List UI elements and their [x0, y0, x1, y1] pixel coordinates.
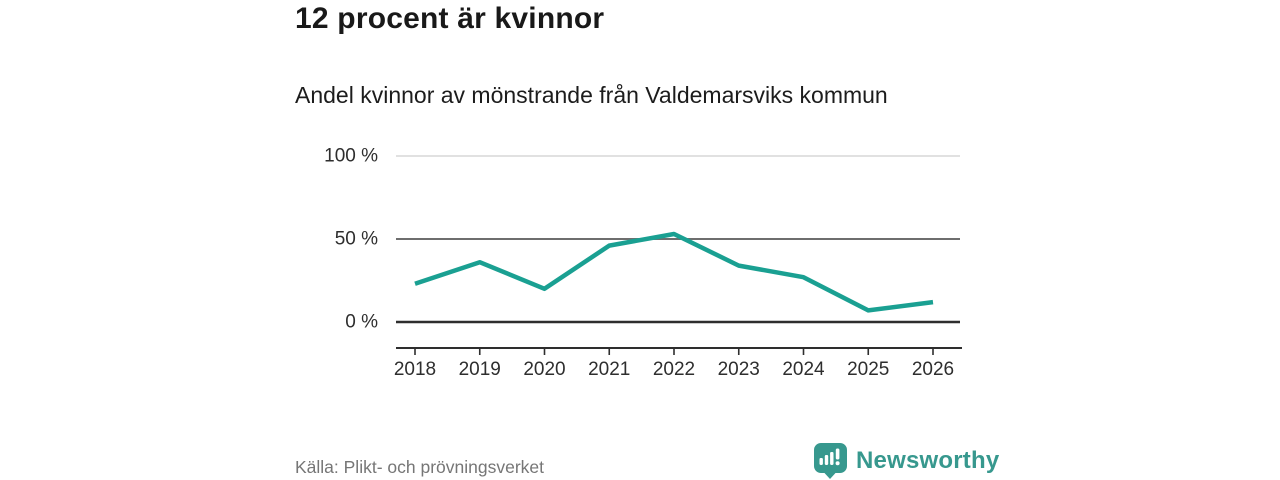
- x-axis-label: 2023: [717, 359, 760, 380]
- x-axis-label: 2018: [393, 359, 437, 380]
- chart-subtitle: Andel kvinnor av mönstrande från Valdema…: [295, 82, 888, 108]
- y-axis-label: 100 %: [324, 145, 378, 167]
- x-axis-label: 2021: [588, 359, 631, 380]
- x-axis-label: 2020: [523, 359, 566, 380]
- x-axis-label: 2024: [782, 359, 825, 380]
- x-axis-label: 2019: [458, 359, 501, 380]
- x-axis-label: 2022: [652, 359, 696, 380]
- y-axis-label: 50 %: [334, 228, 378, 250]
- x-axis-label: 2026: [911, 359, 955, 380]
- newsworthy-logo: Newsworthy: [814, 443, 999, 479]
- newsworthy-logo-text: Newsworthy: [856, 447, 1000, 474]
- bar-chart-speech-bubble-icon: [814, 443, 847, 479]
- data-line: [414, 231, 934, 313]
- source-label: Källa: Plikt- och prövningsverket: [295, 457, 544, 477]
- y-axis-label: 0 %: [345, 311, 378, 333]
- chart-title: 12 procent är kvinnor: [295, 2, 605, 35]
- x-axis-label: 2025: [847, 359, 890, 380]
